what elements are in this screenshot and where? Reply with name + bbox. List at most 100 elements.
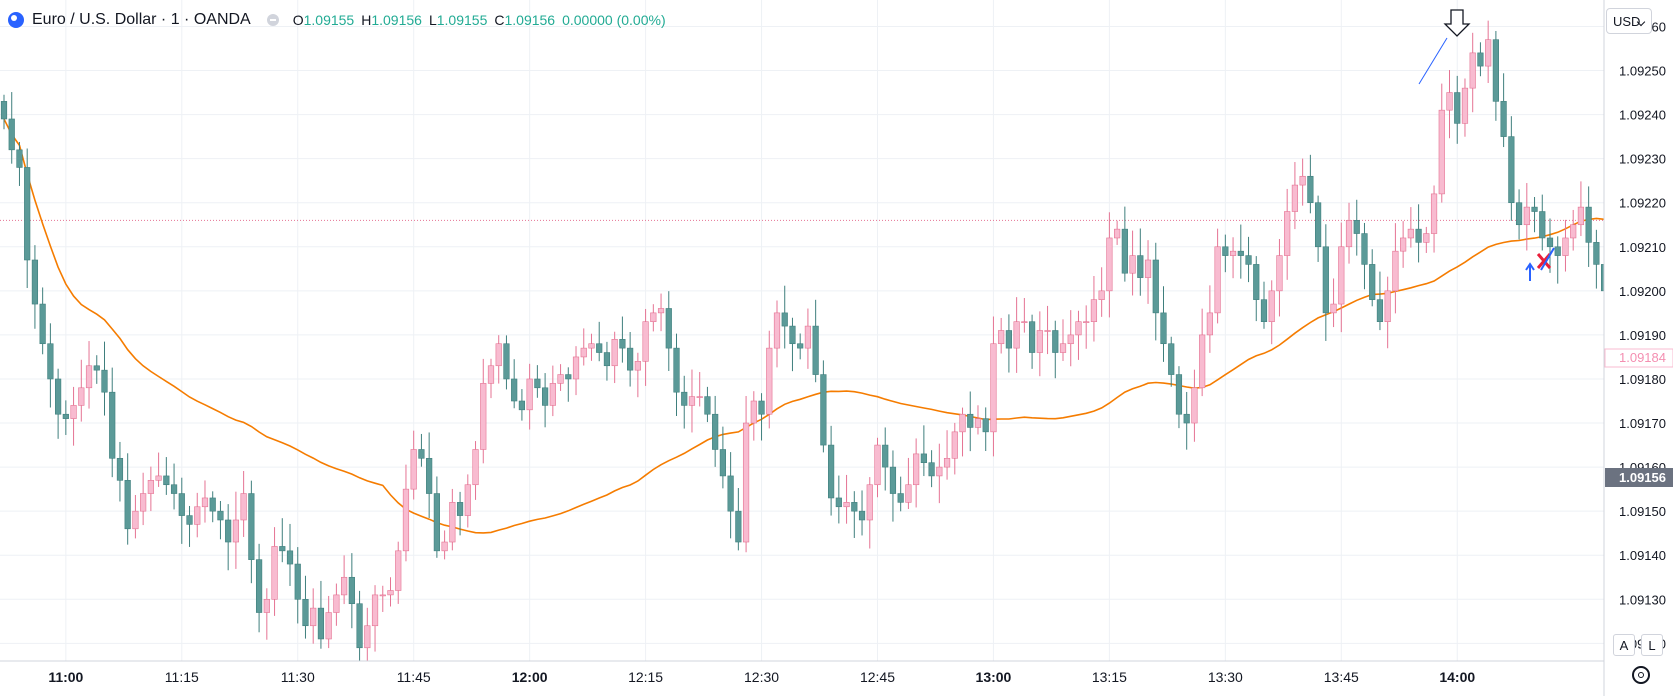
candle-down [828,444,835,499]
candle-up [1407,228,1414,239]
candle-down [1353,220,1360,234]
candle-down [1593,242,1600,265]
auto-scale-button[interactable]: A [1613,634,1635,656]
candle-down [1168,343,1175,375]
candle-down [1415,228,1422,243]
candle-down [1500,101,1507,137]
candle-up [1229,250,1237,256]
candle-up [1291,184,1299,212]
candle-down [897,493,904,503]
symbol-title[interactable]: Euro / U.S. Dollar · 1 · OANDA [32,11,251,28]
up-arrow-icon[interactable] [1525,262,1535,281]
candle-down [1554,246,1561,256]
candle-down [109,391,116,459]
candle-down [317,607,325,640]
candle-up [1059,343,1067,353]
time-tick-label: 11:00 [48,669,83,685]
time-axis-background[interactable] [0,661,1604,696]
candle-up [866,484,873,521]
candle-up [1400,237,1407,252]
candle-down [348,576,355,605]
candle-down [124,480,131,530]
candle-down [294,563,301,600]
time-tick-label: 11:45 [397,669,431,685]
time-tick-label: 13:45 [1324,669,1359,685]
log-scale-button[interactable]: L [1641,634,1663,656]
high-label: H [361,12,372,28]
price-tick-label: 1.09150 [1619,504,1666,519]
time-tick-label: 12:00 [512,669,548,685]
candle-down [178,493,185,516]
candle-down [1492,39,1499,102]
candle-up [85,365,93,389]
candle-up [634,361,641,371]
candle-down [719,449,726,477]
moving-average-layer [3,118,1620,534]
candle-up [1114,228,1121,239]
candle-down [24,167,31,261]
time-tick-label: 13:30 [1208,669,1243,685]
candle-down [186,515,193,525]
candle-up [650,312,657,322]
candle-down [1005,330,1012,349]
candle-up [449,502,456,543]
candle-up [1384,290,1391,322]
candle-up [487,365,495,384]
candle-down [1175,374,1183,415]
candle-down [797,343,804,349]
candle-up [1485,39,1492,67]
candle-up [495,343,502,367]
candle-down [627,347,634,371]
chart-grid [0,0,1604,661]
candle-up [1067,334,1074,345]
time-axis-labels: 11:00 11:15 11:30 11:45 12:00 12:15 12:30 12:45… [48,669,1475,685]
candle-up [990,343,997,433]
trend-line[interactable] [1418,37,1448,85]
candle-up [1446,92,1453,111]
candle-down [39,303,46,345]
chart-settings-icon[interactable] [1632,666,1650,684]
candle-down [116,457,124,481]
down-arrow-marker-icon[interactable] [1443,9,1471,37]
price-tick-label: 1.09190 [1619,328,1666,343]
time-tick-label: 12:45 [860,669,895,685]
candle-up [1276,255,1283,292]
candle-down [433,493,440,552]
candles-layer [0,20,1623,667]
candle-up [325,612,332,640]
currency-selector[interactable]: USD [1606,8,1652,34]
visibility-toggle-icon[interactable] [266,14,279,26]
change-value: 0.00000 (0.00%) [562,12,666,28]
candle-up [526,378,533,411]
candle-down [1539,211,1546,239]
low-label: L [428,12,437,28]
candle-down [835,497,842,508]
candle-up [580,347,587,358]
candle-down [735,510,742,543]
candle-down [1052,330,1059,353]
symbol-legend[interactable]: Euro / U.S. Dollar · 1 · OANDA O 1.09155… [8,8,666,32]
candle-up [750,400,757,424]
candle-down [356,603,363,649]
candle-down [248,493,255,560]
candle-up [804,325,812,349]
price-axis-background[interactable] [1604,0,1673,696]
moving-average-line[interactable] [3,118,1620,534]
candle-down [1237,250,1244,256]
candle-down [62,413,69,419]
candle-down [858,510,866,521]
candle-down [596,343,603,353]
candle-up [1214,246,1221,314]
candle-down [812,325,819,375]
candle-up [147,480,154,494]
candle-down [603,352,611,367]
candle-up [341,576,348,596]
time-tick-label: 14:00 [1439,669,1475,685]
entry-line[interactable] [1540,247,1555,271]
drawings-layer[interactable] [1418,9,1555,281]
candle-up [271,546,278,600]
candle-down [1253,264,1260,300]
candle-down [1222,246,1229,256]
candle-down [55,378,62,415]
